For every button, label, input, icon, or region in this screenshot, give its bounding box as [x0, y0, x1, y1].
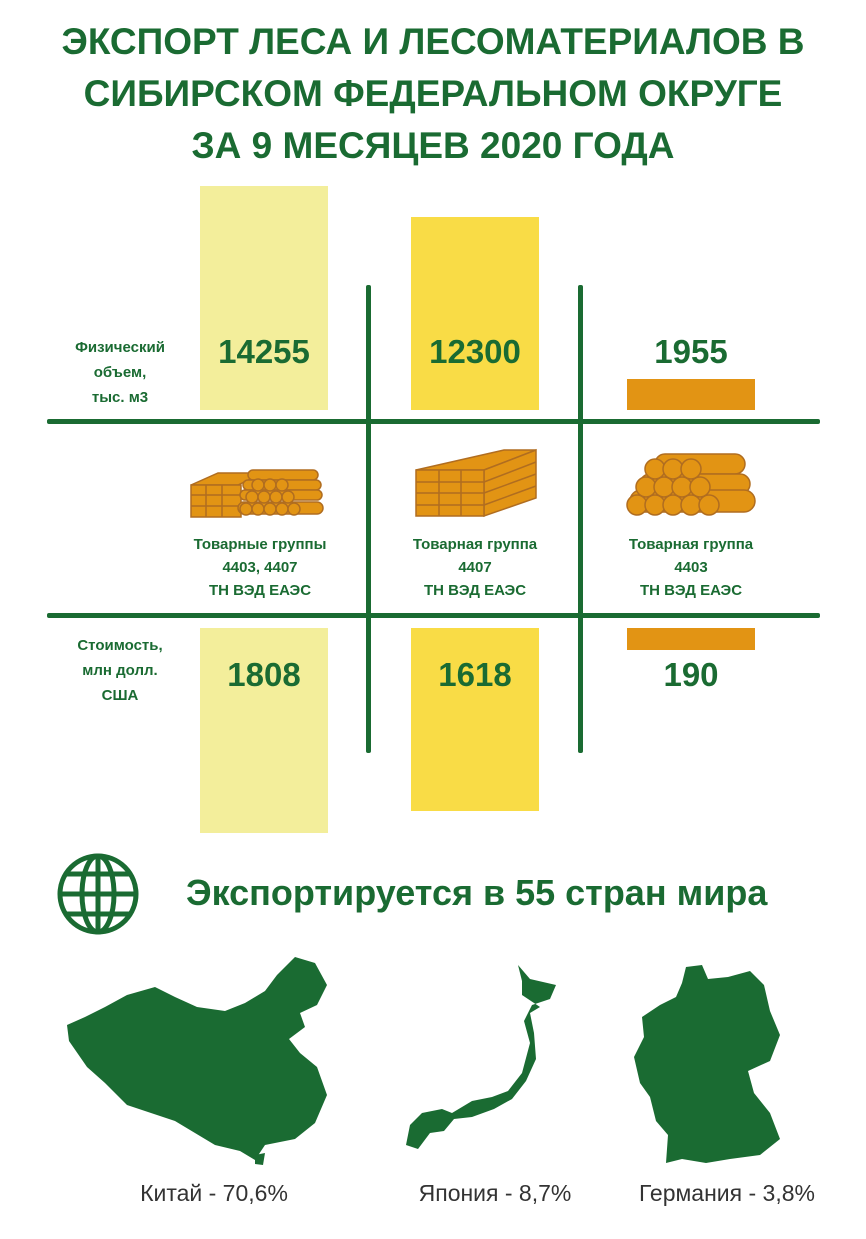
label-line: Товарные группы: [193, 536, 327, 553]
label-line: ТН ВЭД ЕАЭС: [208, 582, 312, 599]
cost-value-label: 190: [663, 656, 719, 693]
cost-value-label: 1808: [227, 656, 301, 693]
label-line: Товарная группа: [412, 536, 538, 553]
divider-vertical: [366, 285, 371, 753]
volume-value-label: 12300: [429, 333, 521, 370]
group-label: Товарная группа 4403 ТН ВЭД ЕАЭС: [591, 533, 791, 602]
title-line: ЭКСПОРТ ЛЕСА И ЛЕСОМАТЕРИАЛОВ В: [61, 21, 805, 62]
volume-bar: [200, 186, 328, 410]
title-line: ЗА 9 МЕСЯЦЕВ 2020 ГОДА: [191, 125, 675, 166]
volume-row-label: Физический объем, тыс. м3: [40, 335, 200, 410]
label-line: Физический: [75, 339, 165, 356]
country-label-germany: Германия - 3,8%: [639, 1180, 815, 1206]
lumber-and-logs-icon: [190, 469, 324, 518]
lumber-stack-icon: [415, 448, 537, 518]
label-line: объем,: [93, 364, 147, 381]
volume-value-label: 14255: [218, 333, 310, 370]
cost-bar: [627, 628, 755, 650]
japan-map: [406, 965, 556, 1149]
cost-value-label: 1618: [438, 656, 512, 693]
cost-bar: [411, 628, 539, 812]
cost-row-label: Стоимость, млн долл. США: [40, 633, 200, 708]
label-line: США: [101, 687, 139, 704]
label-line: Стоимость,: [77, 637, 163, 654]
divider-horizontal: [47, 613, 820, 618]
globe-icon: [57, 853, 139, 935]
countries-title: Экспортируется в 55 стран мира: [186, 872, 768, 913]
label-line: ТН ВЭД ЕАЭС: [639, 582, 743, 599]
label-line: тыс. м3: [91, 389, 149, 406]
volume-value-label: 1955: [654, 333, 728, 370]
page-title: ЭКСПОРТ ЛЕСА И ЛЕСОМАТЕРИАЛОВ В СИБИРСКО…: [0, 16, 866, 172]
logs-stack-icon: [626, 453, 756, 516]
divider-vertical: [578, 285, 583, 753]
group-label: Товарные группы 4403, 4407 ТН ВЭД ЕАЭС: [160, 533, 360, 602]
volume-bar: [627, 379, 755, 410]
divider-horizontal: [47, 419, 820, 424]
label-line: 4403: [674, 559, 708, 576]
label-line: млн долл.: [82, 662, 158, 679]
label-line: Товарная группа: [628, 536, 754, 553]
country-label-china: Китай - 70,6%: [140, 1180, 288, 1206]
label-line: 4407: [458, 559, 492, 576]
title-line: СИБИРСКОМ ФЕДЕРАЛЬНОМ ОКРУГЕ: [83, 73, 783, 114]
group-label: Товарная группа 4407 ТН ВЭД ЕАЭС: [375, 533, 575, 602]
label-line: 4403, 4407: [222, 559, 298, 576]
germany-map: [634, 965, 780, 1163]
china-map: [67, 957, 327, 1165]
country-label-japan: Япония - 8,7%: [418, 1180, 572, 1206]
volume-bar: [411, 216, 539, 410]
cost-bar: [200, 628, 328, 833]
label-line: ТН ВЭД ЕАЭС: [423, 582, 527, 599]
